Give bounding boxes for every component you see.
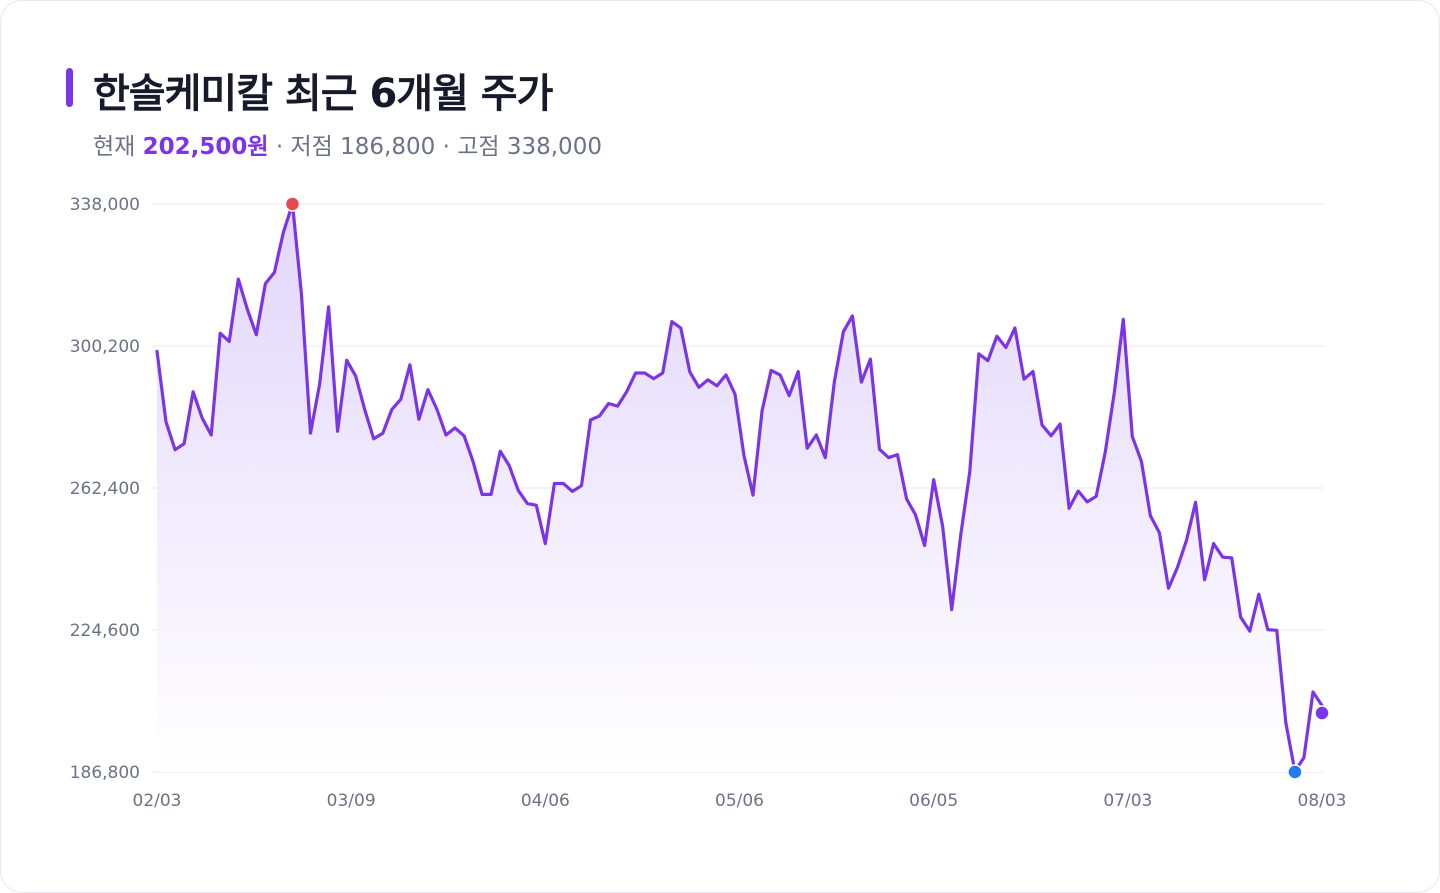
x-tick-label: 06/05	[909, 791, 958, 811]
high-point-marker	[284, 196, 301, 212]
x-axis-ticks: 02/03 03/09 04/06 05/06 06/05 07/03 08/03	[133, 791, 1347, 811]
x-tick-label: 07/03	[1103, 791, 1152, 811]
low-point-marker	[1287, 764, 1303, 780]
x-tick-label: 05/06	[715, 791, 764, 811]
x-tick-label: 03/09	[327, 791, 376, 811]
high-label: · 고점	[442, 134, 500, 160]
x-tick-label: 02/03	[133, 791, 182, 811]
price-area-fill	[157, 204, 1322, 772]
current-price: 202,500원	[142, 134, 269, 160]
y-tick-label: 186,800	[70, 763, 140, 783]
y-tick-label: 300,200	[70, 337, 140, 357]
current-label: 현재	[93, 134, 136, 160]
high-price: 338,000	[506, 134, 602, 160]
x-tick-label: 08/03	[1298, 791, 1347, 811]
price-summary: 현재 202,500원 · 저점 186,800 · 고점 338,000	[93, 127, 602, 161]
price-line	[155, 202, 1324, 773]
chart-title: 한솔케미칼 최근 6개월 주가	[93, 71, 553, 117]
x-tick-label: 04/06	[521, 791, 570, 811]
price-markers	[284, 196, 1330, 780]
current-point-marker	[1314, 705, 1330, 721]
low-label: · 저점	[275, 134, 333, 160]
y-tick-label: 262,400	[70, 479, 140, 499]
low-price: 186,800	[340, 134, 436, 160]
y-tick-label: 338,000	[70, 195, 140, 215]
title-accent-bar	[66, 68, 73, 107]
y-axis-ticks: 338,000 300,200 262,400 224,600 186,800	[70, 195, 140, 783]
y-tick-label: 224,600	[70, 621, 140, 641]
